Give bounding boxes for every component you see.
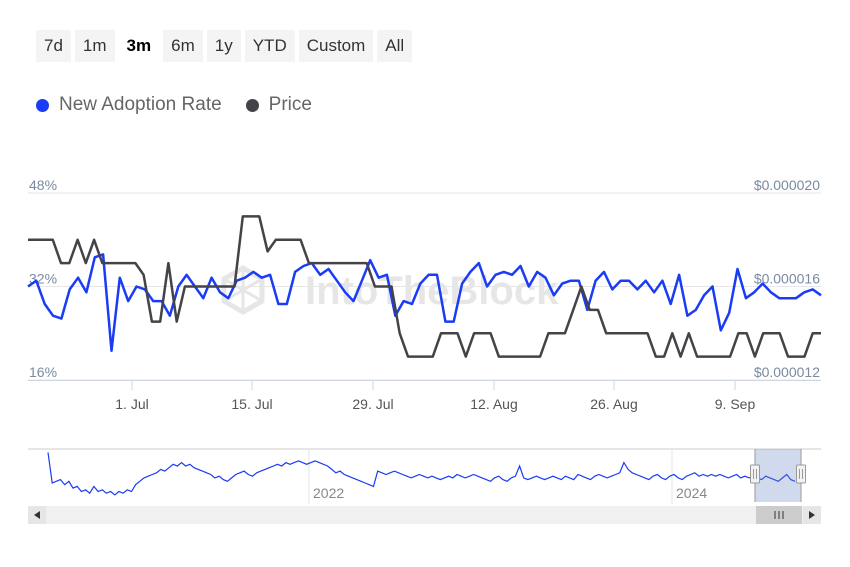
range-3m-button[interactable]: 3m: [118, 30, 160, 62]
range-selector: 7d 1m 3m 6m 1y YTD Custom All: [36, 30, 413, 62]
range-1y-button[interactable]: 1y: [206, 30, 241, 62]
legend-label: New Adoption Rate: [59, 94, 222, 115]
arrow-left-icon: [34, 511, 40, 519]
x-tick-label: 12. Aug: [470, 396, 518, 412]
y-right-tick-label: $0.000016: [754, 271, 820, 287]
range-custom-button[interactable]: Custom: [298, 30, 374, 62]
y-right-tick-label: $0.000012: [754, 364, 820, 380]
plot-series: [27, 215, 822, 358]
navigator-year-label: 2024: [676, 485, 707, 501]
navigator-series-line: [47, 452, 796, 496]
y-left-tick-label: 48%: [29, 177, 57, 193]
series-line-price: [28, 215, 821, 358]
watermark-text: IntoTheBlock: [305, 269, 559, 313]
series-line-new-adoption-rate: [27, 253, 822, 353]
x-tick-label: 29. Jul: [352, 396, 393, 412]
range-all-button[interactable]: All: [377, 30, 413, 62]
range-ytd-button[interactable]: YTD: [244, 30, 295, 62]
x-tick-label: 9. Sep: [715, 396, 756, 412]
legend-item-price[interactable]: Price: [245, 94, 312, 116]
navigator-left-handle[interactable]: [750, 464, 760, 484]
navigator-selection[interactable]: [755, 449, 801, 502]
navigator-right-handle[interactable]: [796, 464, 806, 484]
legend-item-new-adoption-rate[interactable]: New Adoption Rate: [36, 94, 222, 116]
legend-dot-icon: [245, 98, 259, 112]
legend-dot-icon: [36, 98, 49, 112]
plot-grid: [28, 192, 821, 381]
y-left-tick-label: 16%: [29, 364, 57, 380]
x-tick-label: 1. Jul: [115, 396, 148, 412]
chart-legend: New Adoption Rate Price: [36, 94, 312, 116]
x-tick-label: 15. Jul: [231, 396, 272, 412]
y-right-tick-label: $0.000020: [754, 177, 820, 193]
grip-icon: [774, 511, 784, 519]
navigator[interactable]: 2022 2024: [28, 448, 821, 504]
scrollbar[interactable]: [28, 506, 821, 524]
watermark: IntoTheBlock: [221, 265, 559, 315]
range-1m-button[interactable]: 1m: [74, 30, 115, 62]
legend-label: Price: [268, 94, 312, 115]
navigator-year-label: 2022: [313, 485, 344, 501]
range-7d-button[interactable]: 7d: [36, 30, 71, 62]
arrow-right-icon: [809, 511, 815, 519]
range-6m-button[interactable]: 6m: [163, 30, 203, 62]
x-tick-label: 26. Aug: [590, 396, 638, 412]
